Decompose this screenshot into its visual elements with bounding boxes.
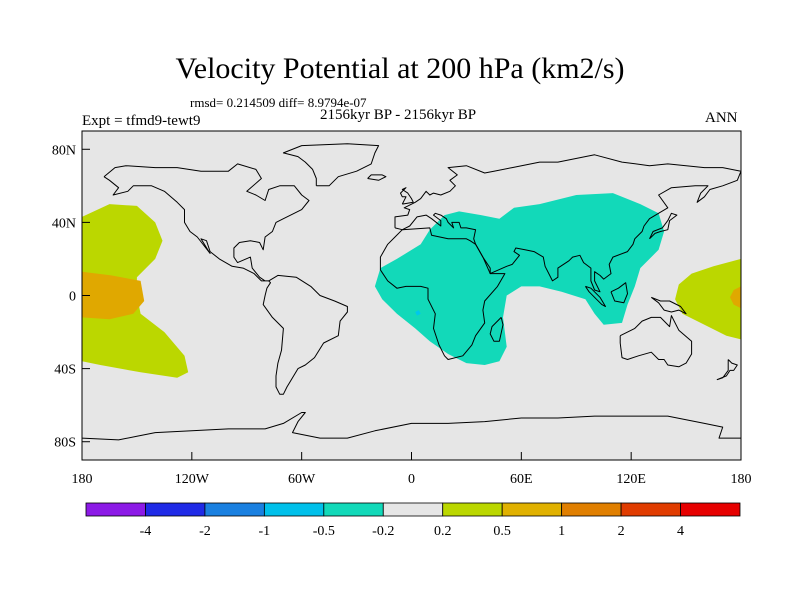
rmsd-diff-stats: rmsd= 0.214509 diff= 8.9794e-07 (190, 95, 367, 110)
colorbar-label: -4 (140, 524, 152, 539)
colorbar-swatch (145, 502, 206, 517)
colorbar-label: -0.2 (372, 524, 394, 539)
coastline-sumatra (584, 285, 606, 307)
lon-tick-label: 180 (72, 472, 93, 487)
colorbar-label: 1 (558, 524, 565, 539)
coastline-eurasia (394, 154, 741, 293)
colorbar-label: 0.2 (434, 524, 452, 539)
coastline-borneo (610, 282, 628, 304)
colorbar-swatch (323, 502, 384, 517)
lon-tick-label: 180 (731, 472, 752, 487)
lon-tick-label: 120W (175, 472, 210, 487)
colorbar-swatch (561, 502, 622, 517)
colorbar-label: -2 (199, 524, 211, 539)
lat-tick-label: 40N (52, 216, 76, 231)
coastline-africa (379, 227, 506, 360)
coastline-japan (649, 212, 678, 240)
lon-tick-label: 60W (288, 472, 316, 487)
colorbar-swatch (501, 502, 563, 517)
coastline-madagascar (489, 317, 504, 342)
colorbar-swatch (680, 502, 741, 517)
colorbar-label: -1 (259, 524, 271, 539)
colorbar-swatch (263, 502, 325, 517)
season-label: ANN (705, 110, 738, 126)
coastline-australia (619, 315, 693, 368)
region-west-pacific-positive (675, 258, 741, 340)
coastline-britain (400, 187, 414, 205)
colorbar-swatch (442, 502, 503, 517)
lat-tick-label: 0 (69, 290, 76, 305)
region-africa-asia-negative (374, 193, 665, 365)
lat-tick-label: 80S (54, 436, 76, 451)
colorbar-swatch (204, 502, 265, 517)
colorbar-swatch (382, 502, 444, 517)
lat-tick-label: 40S (54, 363, 76, 378)
experiment-label: Expt = tfmd9-tewt9 (82, 113, 201, 129)
coastline-greenland (282, 143, 380, 187)
coastline-south-america (262, 274, 348, 395)
colorbar-label: 0.5 (493, 524, 511, 539)
lon-tick-label: 60E (510, 472, 533, 487)
coastline-iceland (367, 174, 387, 181)
lon-tick-label: 0 (408, 472, 415, 487)
colorbar-label: 2 (618, 524, 625, 539)
plot-title: Velocity Potential at 200 hPa (km2/s) (175, 52, 625, 85)
coastline-north-america (103, 163, 310, 282)
coastline-new-zealand (716, 359, 738, 381)
colorbar: -4 -2 -1 -0.5 -0.2 0.2 0.5 1 2 4 (85, 502, 741, 539)
shaded-regions (82, 193, 741, 378)
colorbar-swatch (85, 502, 146, 517)
region-africa-minimum (415, 310, 421, 316)
colorbar-label: -0.5 (313, 524, 335, 539)
region-pacific-core (82, 271, 145, 320)
axis-ticks: 80N 40N 0 40S 80S 180 120W 60W 0 60E 120E 180 (52, 143, 752, 487)
lon-tick-label: 120E (616, 472, 646, 487)
colorbar-label: 4 (677, 524, 684, 539)
colorbar-swatch (620, 502, 681, 517)
time-period-label: 2156kyr BP - 2156kyr BP (320, 107, 477, 123)
coastline-antarctica (82, 412, 741, 441)
region-west-pacific-core (730, 286, 741, 309)
coastlines (82, 143, 741, 441)
coastline-new-guinea (650, 296, 687, 315)
lat-tick-label: 80N (52, 143, 76, 158)
